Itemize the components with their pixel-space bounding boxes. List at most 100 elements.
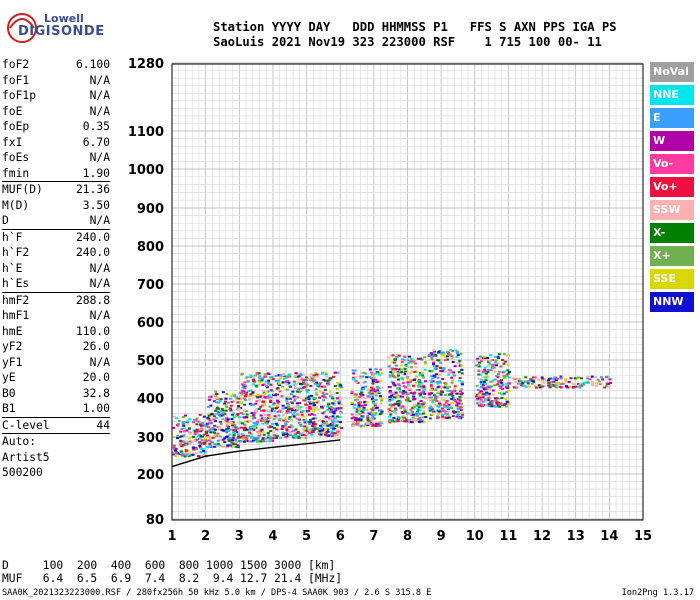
param-row: h`F 240.0: [2, 228, 110, 246]
echo-point: [418, 373, 422, 376]
param-row: B0 32.8: [2, 386, 110, 402]
echo-point: [266, 395, 270, 398]
echo-point: [299, 435, 303, 438]
echo-point: [257, 440, 261, 443]
echo-point: [280, 427, 284, 430]
echo-point: [208, 419, 212, 422]
echo-point: [367, 391, 371, 394]
echo-point: [244, 393, 248, 396]
echo-point: [316, 431, 320, 434]
echo-point: [515, 385, 519, 388]
echo-point: [412, 406, 416, 409]
echo-point: [266, 372, 270, 375]
echo-point: [451, 394, 455, 397]
echo-point: [398, 368, 402, 371]
echo-point: [208, 429, 212, 432]
echo-point: [225, 435, 229, 438]
echo-point: [338, 412, 342, 415]
echo-point: [371, 374, 375, 377]
echo-point: [477, 404, 481, 407]
echo-point: [305, 397, 309, 400]
echo-point: [496, 362, 500, 365]
echo-point: [323, 421, 327, 424]
echo-point: [224, 404, 228, 407]
echo-point: [243, 420, 247, 423]
echo-point: [198, 437, 202, 440]
echo-point: [325, 434, 329, 437]
echo-point: [259, 440, 263, 443]
echo-point: [365, 422, 369, 425]
echo-point: [322, 399, 326, 402]
echo-point: [451, 396, 455, 399]
echo-point: [395, 393, 399, 396]
echo-point: [284, 380, 288, 383]
echo-point: [294, 375, 298, 378]
echo-point: [419, 418, 423, 421]
echo-point: [477, 401, 481, 404]
echo-point: [245, 413, 249, 416]
echo-point: [371, 402, 375, 405]
echo-point: [488, 388, 492, 391]
echo-point: [291, 390, 295, 393]
echo-point: [331, 425, 335, 428]
echo-point: [174, 447, 178, 450]
echo-point: [500, 392, 504, 395]
echo-point: [325, 375, 329, 378]
echo-point: [184, 451, 188, 454]
echo-point: [391, 393, 395, 396]
echo-point: [225, 393, 229, 396]
echo-point: [221, 445, 225, 448]
echo-point: [328, 407, 332, 410]
echo-point: [293, 435, 297, 438]
echo-point: [524, 376, 528, 379]
echo-point: [300, 432, 304, 435]
echo-point: [399, 401, 403, 404]
echo-point: [289, 385, 293, 388]
echo-point: [257, 431, 261, 434]
logo-line1: Lowell: [44, 12, 84, 25]
echo-point: [420, 406, 424, 409]
echo-point: [323, 396, 327, 399]
echo-point: [437, 409, 441, 412]
param-label: h`Es: [2, 277, 30, 290]
echo-point: [229, 407, 233, 410]
legend-item: NNW: [650, 292, 694, 312]
echo-point: [207, 413, 211, 416]
echo-point: [294, 436, 298, 439]
echo-point: [328, 390, 332, 393]
echo-point: [282, 419, 286, 422]
echo-point: [450, 357, 454, 360]
echo-point: [197, 420, 201, 423]
echo-point: [604, 376, 608, 379]
echo-point: [193, 433, 197, 436]
echo-point: [431, 380, 435, 383]
echo-point: [351, 369, 355, 372]
echo-point: [320, 385, 324, 388]
echo-point: [549, 377, 553, 380]
echo-point: [325, 422, 329, 425]
echo-point: [401, 405, 405, 408]
echo-point: [275, 428, 279, 431]
echo-point: [240, 383, 244, 386]
echo-point: [533, 376, 537, 379]
echo-point: [202, 450, 206, 453]
echo-point: [487, 403, 491, 406]
echo-point: [368, 392, 372, 395]
echo-point: [246, 380, 250, 383]
echo-point: [361, 394, 365, 397]
echo-point: [551, 383, 555, 386]
echo-point: [391, 404, 395, 407]
echo-point: [493, 400, 497, 403]
echo-point: [310, 379, 314, 382]
echo-point: [415, 405, 419, 408]
echo-point: [403, 359, 407, 362]
echo-point: [428, 370, 432, 373]
echo-point: [206, 405, 210, 408]
echo-point: [365, 376, 369, 379]
echo-point: [590, 381, 594, 384]
echo-point: [322, 404, 326, 407]
echo-point: [328, 377, 332, 380]
echo-point: [403, 418, 407, 421]
echo-point: [209, 440, 213, 443]
echo-point: [265, 419, 269, 422]
